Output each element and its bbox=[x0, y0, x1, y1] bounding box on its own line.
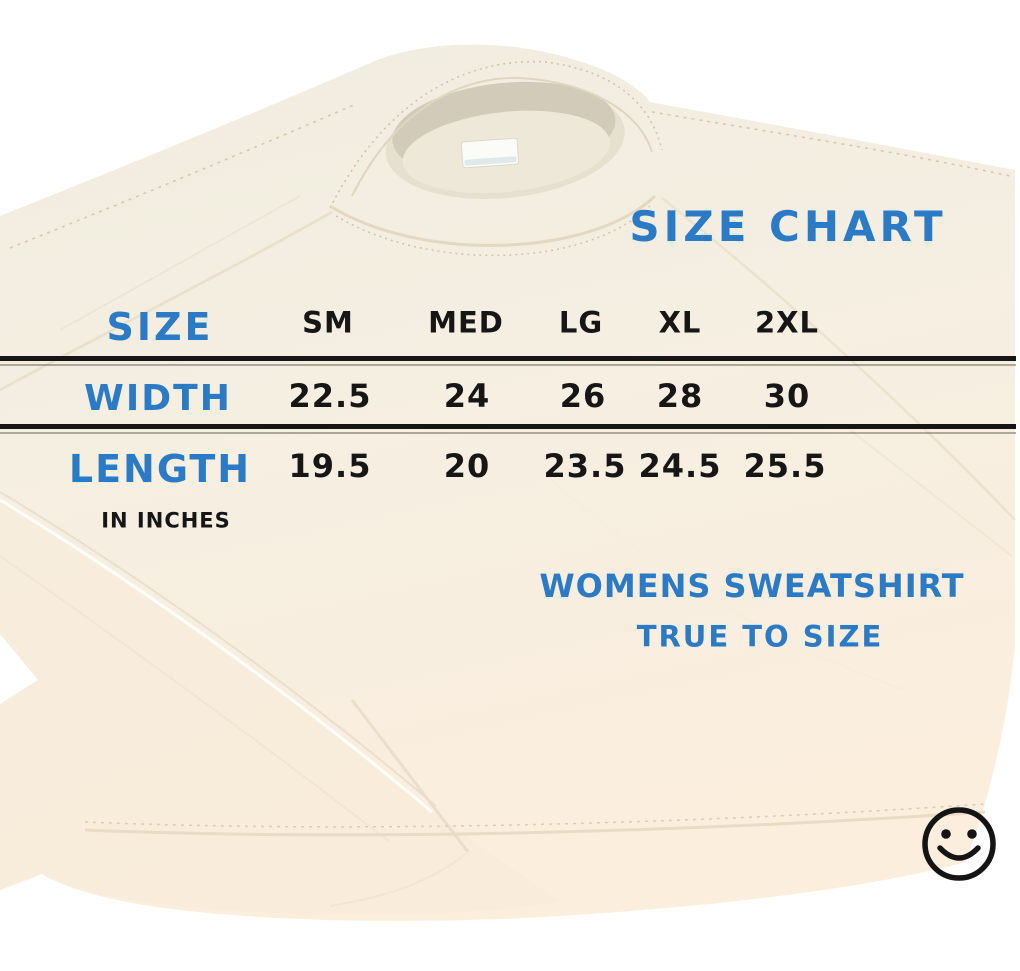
unit-note: IN INCHES bbox=[101, 508, 231, 533]
table-divider-top-echo bbox=[0, 364, 1016, 366]
width-2xl: 30 bbox=[763, 377, 811, 415]
hem-seam bbox=[84, 810, 986, 837]
size-chart-title: SIZE CHART bbox=[629, 202, 947, 251]
sweatshirt-sleeve bbox=[0, 500, 560, 915]
cuff-seam bbox=[350, 699, 470, 853]
table-divider-bottom-echo bbox=[0, 432, 1016, 434]
length-2xl: 25.5 bbox=[743, 447, 827, 485]
shoulder-shading bbox=[0, 64, 368, 372]
column-header-sm: SM bbox=[302, 305, 354, 340]
column-header-lg: LG bbox=[558, 305, 604, 340]
footer-product-line: WOMENS SWEATSHIRT bbox=[539, 567, 965, 605]
width-med: 24 bbox=[443, 377, 491, 415]
column-header-xl: XL bbox=[658, 305, 702, 340]
width-xl: 28 bbox=[656, 377, 704, 415]
row-label-width: WIDTH bbox=[84, 378, 232, 419]
table-divider-bottom bbox=[0, 424, 1016, 429]
sleeve-fold-line bbox=[0, 555, 391, 843]
column-header-med: MED bbox=[428, 305, 504, 340]
cuff-edge bbox=[329, 851, 469, 907]
width-lg: 26 bbox=[559, 377, 607, 415]
shoulder-stitch-right bbox=[651, 111, 1011, 177]
row-label-length: LENGTH bbox=[68, 447, 252, 491]
size-corner-label: SIZE bbox=[106, 305, 214, 349]
length-med: 20 bbox=[443, 447, 491, 485]
collar-bottom-stitch bbox=[335, 205, 651, 257]
collar-bottom-seam bbox=[329, 194, 657, 247]
shoulder-stitch-left bbox=[9, 103, 357, 249]
sleeve-top-seam-shadow bbox=[0, 491, 437, 807]
crease-right bbox=[849, 429, 1013, 557]
collar-inner-edge bbox=[351, 76, 653, 197]
crease-top-left bbox=[59, 195, 301, 331]
smiley-face-icon bbox=[922, 807, 996, 881]
raglan-seam-left bbox=[0, 210, 333, 392]
footer-fit-line: TRUE TO SIZE bbox=[636, 619, 884, 654]
background-notch bbox=[0, 634, 38, 704]
column-header-2xl: 2XL bbox=[754, 305, 820, 340]
collar-outer-stitch bbox=[329, 60, 663, 209]
neck-tag bbox=[460, 137, 520, 169]
length-xl: 24.5 bbox=[638, 447, 722, 485]
table-divider-top bbox=[0, 356, 1016, 361]
crease-body bbox=[539, 469, 906, 691]
length-lg: 23.5 bbox=[543, 447, 627, 485]
width-sm: 22.5 bbox=[288, 377, 372, 415]
length-sm: 19.5 bbox=[288, 447, 372, 485]
sleeve-top-seam bbox=[0, 498, 433, 814]
